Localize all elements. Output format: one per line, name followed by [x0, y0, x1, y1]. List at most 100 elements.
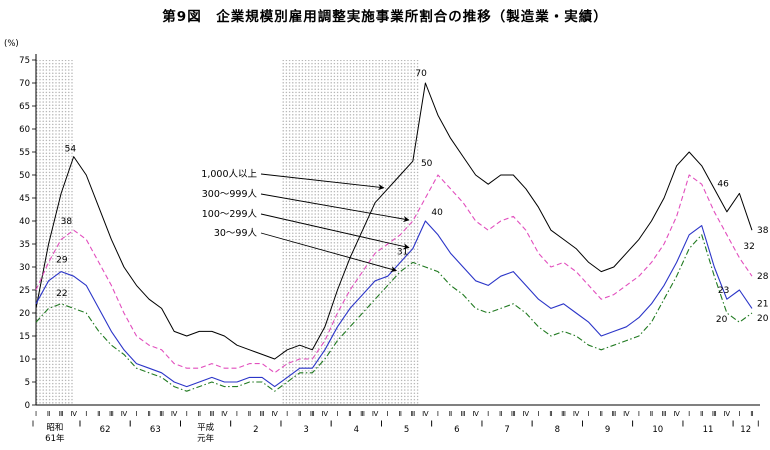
year-label: 昭和 [46, 423, 63, 433]
year-label: 平成 [197, 422, 215, 433]
quarter-label: Ⅲ [360, 410, 365, 418]
quarter-label: Ⅱ [750, 410, 753, 418]
quarter-label: Ⅱ [600, 410, 603, 418]
quarter-label: Ⅲ [461, 410, 466, 418]
series-line-2 [35, 174, 753, 374]
quarter-label: Ⅰ [35, 410, 37, 418]
quarter-label: Ⅱ [97, 410, 100, 418]
y-axis-label: 35 [19, 240, 30, 250]
y-axis-label: 55 [19, 148, 30, 158]
quarter-label: Ⅲ [511, 410, 516, 418]
quarter-label: Ⅱ [449, 410, 452, 418]
quarter-label: Ⅳ [70, 410, 77, 418]
quarter-label: Ⅱ [499, 410, 502, 418]
quarter-label: Ⅰ [738, 410, 740, 418]
quarter-label: Ⅰ [85, 410, 87, 418]
quarter-label: Ⅰ [588, 410, 590, 418]
quarter-label: Ⅱ [198, 410, 201, 418]
year-label: 4 [354, 425, 359, 435]
point-value-label: 50 [421, 159, 433, 169]
point-value-label: 22 [56, 289, 67, 299]
quarter-label: Ⅳ [372, 410, 379, 418]
y-axis-label: 30 [19, 263, 30, 273]
series-annotation-label: 300〜999人 [202, 189, 258, 200]
quarter-label: Ⅳ [121, 410, 128, 418]
quarter-label: Ⅱ [147, 410, 150, 418]
quarter-label: Ⅳ [221, 410, 228, 418]
y-axis-label: 75 [19, 56, 30, 66]
series-annotations: 1,000人以上 300〜999人 100〜299人 30〜99人 [201, 169, 410, 273]
year-label: 5 [404, 425, 409, 435]
y-axis-unit-label: (%) [4, 39, 19, 49]
year-label: 6 [454, 425, 459, 435]
quarter-label: Ⅳ [271, 410, 278, 418]
series-line-1 [35, 82, 753, 360]
quarter-label: Ⅱ [348, 410, 351, 418]
year-label: 9 [605, 425, 610, 435]
quarter-label: Ⅰ [236, 410, 238, 418]
y-axis-label: 20 [19, 309, 30, 319]
year-label: 11 [703, 425, 714, 435]
year-label: 12 [740, 425, 751, 435]
point-value-label: 23 [718, 286, 729, 296]
year-label: 2 [253, 425, 258, 435]
y-axis-label: 0 [25, 401, 30, 411]
quarter-label: Ⅳ [322, 410, 329, 418]
y-axis-label: 15 [19, 332, 30, 342]
annotation-arrow [260, 193, 410, 223]
quarter-label: Ⅰ [638, 410, 640, 418]
quarter-label: Ⅰ [286, 410, 288, 418]
quarter-label: Ⅲ [159, 410, 164, 418]
y-axis-label: 40 [19, 217, 30, 227]
year-label: 61年 [45, 433, 65, 444]
quarter-label: Ⅰ [537, 410, 539, 418]
y-axis-label: 10 [19, 355, 30, 365]
quarter-label: Ⅲ [260, 410, 265, 418]
y-axis-label: 60 [19, 125, 30, 135]
quarter-label: Ⅲ [712, 410, 717, 418]
quarter-label: Ⅱ [700, 410, 703, 418]
quarter-label: Ⅲ [109, 410, 114, 418]
series-annotation-label: 30〜99人 [214, 228, 258, 239]
axes [35, 54, 760, 406]
quarter-label: Ⅳ [422, 410, 429, 418]
annotation-arrow [260, 213, 410, 250]
quarter-label: Ⅰ [336, 410, 338, 418]
recession-period-1 [36, 60, 74, 405]
quarter-label: Ⅲ [410, 410, 415, 418]
point-value-label: 54 [65, 145, 77, 155]
year-label: 62 [100, 425, 111, 435]
year-label: 3 [303, 425, 308, 435]
quarter-label: Ⅲ [59, 410, 64, 418]
point-value-label: 32 [743, 242, 754, 252]
shaded-regions [36, 60, 420, 405]
point-value-label: 46 [717, 179, 729, 189]
year-label: 8 [555, 425, 560, 435]
y-axis-label: 50 [19, 171, 30, 181]
quarter-label: Ⅳ [523, 410, 530, 418]
y-axis-label: 25 [19, 286, 30, 296]
point-value-label: 40 [431, 208, 443, 218]
quarter-label: Ⅲ [662, 410, 667, 418]
quarter-label: Ⅱ [650, 410, 653, 418]
quarter-label: Ⅲ [310, 410, 315, 418]
quarter-label: Ⅰ [387, 410, 389, 418]
quarter-label: Ⅲ [209, 410, 214, 418]
y-axis-label: 70 [19, 79, 30, 89]
figure-title: 第9図 企業規模別雇用調整実施事業所割合の推移（製造業・実績） [162, 9, 608, 25]
annotation-arrow [260, 232, 398, 273]
point-value-label: 21 [757, 299, 768, 309]
year-label: 7 [504, 425, 509, 435]
quarter-label: Ⅳ [724, 410, 731, 418]
quarter-label: Ⅳ [472, 410, 479, 418]
point-value-label: 38 [757, 226, 769, 236]
quarter-label: Ⅳ [573, 410, 580, 418]
y-axis-label: 5 [25, 378, 30, 388]
series-annotation-label: 100〜299人 [202, 209, 258, 220]
quarter-label: Ⅳ [623, 410, 630, 418]
point-value-label: 70 [415, 69, 427, 79]
quarter-label: Ⅳ [171, 410, 178, 418]
point-value-label: 31 [397, 247, 408, 257]
